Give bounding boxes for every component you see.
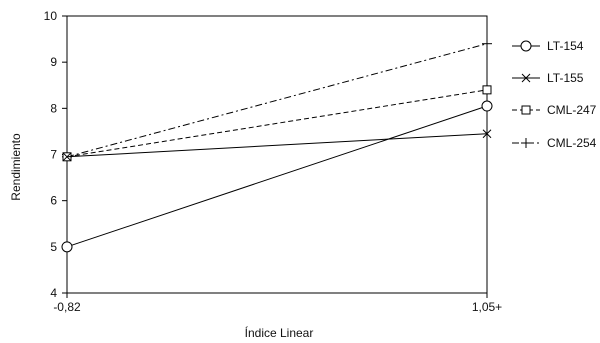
data-point (482, 85, 492, 95)
y-tick-label: 8 (50, 101, 57, 115)
plot-area (66, 15, 488, 294)
legend-label: LT-155 (547, 71, 584, 85)
data-point (481, 100, 493, 112)
legend-label: CML-254 (547, 136, 597, 150)
legend-item: CML-254 (512, 136, 597, 150)
series-cml-247 (62, 85, 492, 162)
data-point (62, 152, 72, 162)
marker-stroke (482, 129, 492, 139)
legend-item: LT-154 (512, 39, 584, 53)
x-tick-label: -0,82 (53, 300, 81, 314)
x-tick-label: 1,05+ (472, 300, 502, 314)
marker-stroke (62, 152, 72, 162)
y-axis-title: Rendimiento (9, 133, 23, 201)
y-axis-ticks: 4 5 6 7 8 9 10 (44, 9, 67, 300)
series-lt-155 (62, 129, 492, 162)
legend-item: LT-155 (512, 71, 584, 85)
series-cml-254 (62, 38, 492, 162)
x-axis-ticks: -0,82 1,05+ (53, 293, 502, 314)
legend-item: CML-247 (512, 103, 597, 117)
data-point (482, 129, 492, 139)
legend-label: LT-154 (547, 39, 584, 53)
y-tick-label: 6 (50, 194, 57, 208)
series-line (66, 43, 488, 158)
plot-frame (66, 15, 488, 294)
x-axis-title: Índice Linear (245, 325, 314, 340)
series-lt-154 (61, 100, 493, 253)
y-tick-label: 4 (50, 286, 57, 300)
legend-marker (521, 138, 531, 148)
series-layer (61, 38, 493, 253)
data-point (61, 241, 73, 253)
series-line (66, 133, 488, 158)
series-line (66, 105, 488, 248)
legend-marker (521, 73, 531, 83)
legend-label: CML-247 (547, 103, 597, 117)
legend: LT-154 LT-155 CML-247 CML-254 (512, 39, 597, 150)
legend-marker (520, 40, 532, 52)
y-tick-label: 9 (50, 55, 57, 69)
y-tick-label: 5 (50, 240, 57, 254)
series-line (66, 89, 488, 158)
data-point (482, 38, 492, 49)
y-tick-label: 10 (44, 9, 58, 23)
legend-marker (521, 105, 531, 115)
y-tick-label: 7 (50, 148, 57, 162)
marker-stroke (521, 73, 531, 83)
